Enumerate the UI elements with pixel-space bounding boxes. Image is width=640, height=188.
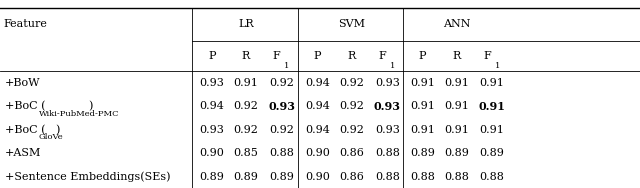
Text: 0.88: 0.88 <box>269 148 294 158</box>
Text: 0.88: 0.88 <box>410 172 435 182</box>
Text: 0.91: 0.91 <box>479 101 506 112</box>
Text: 0.90: 0.90 <box>200 148 224 158</box>
Text: GloVe: GloVe <box>39 133 63 141</box>
Text: 0.93: 0.93 <box>375 125 399 135</box>
Text: 0.89: 0.89 <box>200 172 224 182</box>
Text: LR: LR <box>239 19 254 30</box>
Text: 0.93: 0.93 <box>268 101 295 112</box>
Text: 0.94: 0.94 <box>305 78 330 88</box>
Text: 0.88: 0.88 <box>375 172 399 182</box>
Text: 0.89: 0.89 <box>410 148 435 158</box>
Text: F: F <box>483 51 491 61</box>
Text: 0.89: 0.89 <box>269 172 294 182</box>
Text: 0.92: 0.92 <box>340 101 364 111</box>
Text: SVM: SVM <box>339 19 365 30</box>
Text: 0.94: 0.94 <box>305 125 330 135</box>
Text: 0.92: 0.92 <box>234 125 258 135</box>
Text: 0.89: 0.89 <box>234 172 258 182</box>
Text: 0.90: 0.90 <box>305 148 330 158</box>
Text: +BoC (: +BoC ( <box>5 101 45 111</box>
Text: 0.88: 0.88 <box>375 148 399 158</box>
Text: ANN: ANN <box>444 19 470 30</box>
Text: 0.86: 0.86 <box>340 148 364 158</box>
Text: 0.89: 0.89 <box>480 148 504 158</box>
Text: 0.91: 0.91 <box>480 78 504 88</box>
Text: R: R <box>453 51 461 61</box>
Text: 0.93: 0.93 <box>200 78 224 88</box>
Text: P: P <box>419 51 426 61</box>
Text: 0.92: 0.92 <box>340 78 364 88</box>
Text: 0.91: 0.91 <box>445 101 469 111</box>
Text: F: F <box>378 51 386 61</box>
Text: 0.89: 0.89 <box>445 148 469 158</box>
Text: 0.93: 0.93 <box>374 101 401 112</box>
Text: P: P <box>314 51 321 61</box>
Text: 0.92: 0.92 <box>340 125 364 135</box>
Text: ): ) <box>88 101 92 111</box>
Text: R: R <box>242 51 250 61</box>
Text: 0.93: 0.93 <box>375 78 399 88</box>
Text: 1: 1 <box>390 62 395 70</box>
Text: 0.91: 0.91 <box>410 101 435 111</box>
Text: ): ) <box>55 125 60 135</box>
Text: +Sentence Embeddings(SEs): +Sentence Embeddings(SEs) <box>5 171 171 182</box>
Text: P: P <box>208 51 216 61</box>
Text: 0.92: 0.92 <box>234 101 258 111</box>
Text: 0.92: 0.92 <box>269 125 294 135</box>
Text: 0.92: 0.92 <box>269 78 294 88</box>
Text: 1: 1 <box>495 62 500 70</box>
Text: +BoW: +BoW <box>5 78 40 88</box>
Text: 0.94: 0.94 <box>200 101 224 111</box>
Text: 0.91: 0.91 <box>480 125 504 135</box>
Text: 0.88: 0.88 <box>480 172 504 182</box>
Text: 0.91: 0.91 <box>410 125 435 135</box>
Text: 1: 1 <box>284 62 289 70</box>
Text: 0.90: 0.90 <box>305 172 330 182</box>
Text: 0.91: 0.91 <box>410 78 435 88</box>
Text: 0.91: 0.91 <box>234 78 258 88</box>
Text: +BoC (: +BoC ( <box>5 125 45 135</box>
Text: 0.88: 0.88 <box>445 172 469 182</box>
Text: R: R <box>348 51 356 61</box>
Text: 0.93: 0.93 <box>200 125 224 135</box>
Text: +ASM: +ASM <box>5 148 42 158</box>
Text: Wiki-PubMed-PMC: Wiki-PubMed-PMC <box>39 110 120 118</box>
Text: 0.94: 0.94 <box>305 101 330 111</box>
Text: 0.85: 0.85 <box>234 148 258 158</box>
Text: 0.91: 0.91 <box>445 78 469 88</box>
Text: Feature: Feature <box>3 19 47 30</box>
Text: 0.86: 0.86 <box>340 172 364 182</box>
Text: 0.91: 0.91 <box>445 125 469 135</box>
Text: F: F <box>273 51 280 61</box>
